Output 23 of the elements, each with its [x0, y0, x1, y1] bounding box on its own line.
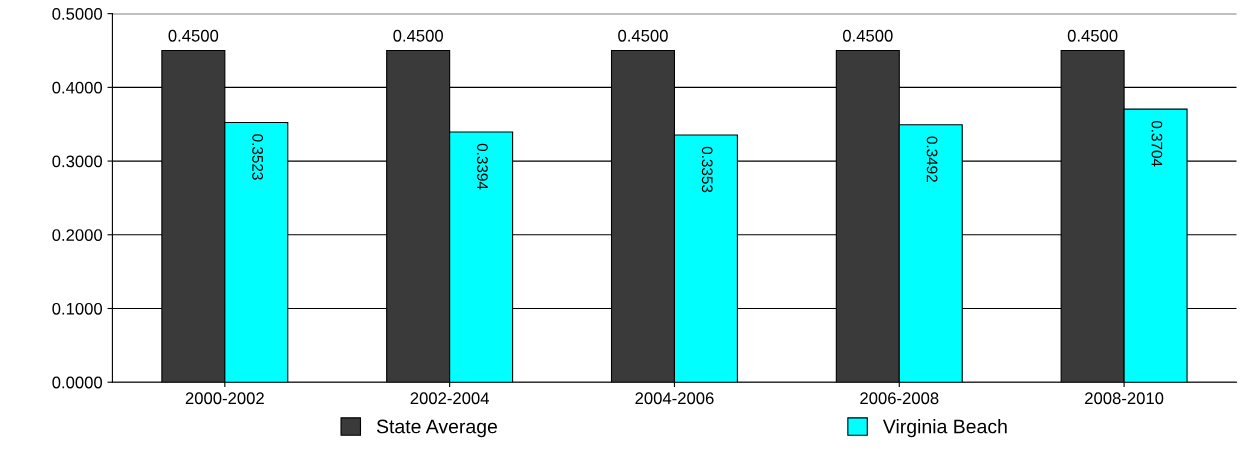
data-label: 0.3492	[926, 136, 938, 182]
x-tick-label: 2008-2010	[1085, 392, 1164, 405]
data-label: 0.4500	[393, 29, 443, 42]
y-tick-label: 0.4000	[52, 81, 103, 94]
data-label: 0.3523	[252, 134, 264, 180]
y-tick-label: 0.1000	[52, 302, 103, 315]
data-label: 0.4500	[618, 29, 668, 42]
legend-label: State Average	[376, 419, 497, 438]
legend-label: Virginia Beach	[882, 419, 1007, 438]
data-label: 0.3704	[1151, 120, 1163, 167]
data-label: 0.4500	[168, 29, 219, 42]
data-label: 0.4500	[842, 29, 893, 42]
y-tick-label: 0.3000	[52, 155, 103, 168]
y-tick-label: 0.2000	[52, 229, 103, 241]
data-label: 0.3353	[701, 146, 713, 193]
y-tick-label: 0.0000	[52, 376, 103, 389]
x-tick-label: 2000-2002	[185, 392, 264, 405]
x-tick-label: 2006-2008	[860, 392, 939, 405]
data-label: 0.4500	[1067, 29, 1118, 42]
data-label: 0.3394	[477, 143, 488, 190]
x-tick-label: 2002-2004	[410, 392, 490, 405]
x-tick-label: 2004-2006	[635, 392, 714, 405]
y-tick-label: 0.5000	[52, 8, 103, 20]
